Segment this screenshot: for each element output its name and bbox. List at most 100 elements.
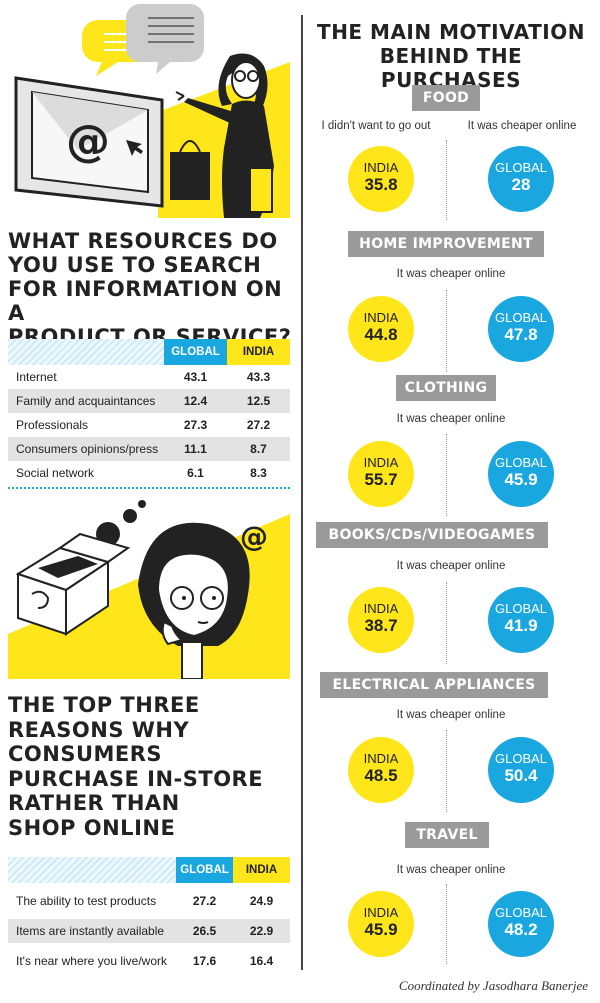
reason: It was cheaper online [396, 709, 506, 721]
table-row: The ability to test products 27.2 24.9 [8, 889, 290, 913]
category-label-clothing: CLOTHING [396, 375, 496, 401]
dotted-separator [446, 140, 447, 220]
title-line: PURCHASE IN-STORE [8, 766, 264, 791]
table-row: Internet 43.1 43.3 [8, 365, 290, 389]
dotted-separator [446, 290, 447, 372]
row-label: The ability to test products [16, 894, 157, 908]
reason: It was cheaper online [396, 560, 506, 572]
cardboard-box-icon [15, 532, 131, 636]
in-store-question-title: THE TOP THREE REASONS WHY CONSUMERS PURC… [8, 693, 298, 840]
category-label-electrical-appliances: ELECTRICAL APPLIANCES [320, 672, 548, 698]
global-value: 27.3 [183, 418, 208, 432]
category-label-food: FOOD [412, 85, 480, 111]
reason: It was cheaper online [396, 864, 506, 876]
global-label: GLOBAL [494, 905, 548, 920]
india-value-circle: INDIA 55.7 [348, 441, 414, 507]
row-label: Consumers opinions/press [8, 437, 164, 461]
row-label: Internet [16, 370, 57, 384]
thinking-woman-illustration: at-sign-icon @ [8, 500, 290, 679]
dotted-separator [446, 434, 447, 516]
india-value-circle: INDIA 48.5 [348, 737, 414, 803]
india-label: INDIA [363, 160, 399, 175]
table-row: Professionals 27.3 27.2 [8, 413, 290, 437]
india-value: 24.9 [249, 894, 274, 908]
table-row: Social network 6.1 8.3 [8, 461, 290, 485]
table-row: It's near where you live/work 17.6 16.4 [8, 949, 290, 973]
row-label: Professionals [16, 418, 89, 432]
row-label: Social network [16, 466, 95, 480]
india-label: INDIA [363, 310, 399, 325]
global-reason: It was cheaper online [467, 120, 577, 132]
table-row: Consumers opinions/press 11.1 8.7 [8, 437, 290, 461]
global-value: 41.9 [504, 616, 538, 635]
global-label: GLOBAL [494, 455, 548, 470]
india-label: INDIA [363, 905, 399, 920]
reason: It was cheaper online [396, 413, 506, 425]
title-line: YOU USE TO SEARCH [8, 253, 262, 277]
india-label: INDIA [363, 601, 399, 616]
table-header-row: GLOBAL INDIA [8, 339, 290, 365]
title-line: SHOP ONLINE [8, 815, 176, 840]
table-header-spacer [8, 339, 164, 365]
in-store-reasons-table: GLOBAL INDIA The ability to test product… [8, 857, 290, 973]
shopping-illustration: @ [14, 4, 290, 218]
india-value: 35.8 [364, 175, 398, 194]
woman-face-icon [138, 522, 250, 679]
table-bottom-rule [8, 487, 290, 489]
column-divider [301, 15, 303, 970]
table-header-spacer [8, 857, 176, 883]
category-label-travel: TRAVEL [405, 822, 489, 848]
global-value-circle: GLOBAL 47.8 [488, 296, 554, 362]
table-header-row: GLOBAL INDIA [8, 857, 290, 883]
global-value-circle: GLOBAL 45.9 [488, 441, 554, 507]
motivation-title: THE MAIN MOTIVATION BEHIND THE PURCHASES [306, 20, 596, 92]
title-line: FOR INFORMATION ON A [8, 277, 283, 325]
global-value: 50.4 [504, 766, 538, 785]
global-value-circle: GLOBAL 28 [488, 146, 554, 212]
india-value: 48.5 [364, 766, 398, 785]
india-value: 16.4 [249, 954, 274, 968]
row-label: It's near where you live/work [16, 954, 168, 968]
credit-line: Coordinated by Jasodhara Banerjee [398, 978, 588, 993]
woman-shopper-icon [170, 53, 274, 218]
india-value: 8.3 [250, 466, 267, 480]
column-header-india: INDIA [227, 339, 290, 365]
computer-monitor-icon: @ [14, 76, 164, 208]
india-value: 12.5 [227, 389, 290, 413]
category-label-home-improvement: HOME IMPROVEMENT [348, 231, 544, 257]
column-header-global: GLOBAL [176, 857, 233, 883]
india-label: INDIA [363, 751, 399, 766]
row-label: Family and acquaintances [8, 389, 164, 413]
global-value-circle: GLOBAL 48.2 [488, 891, 554, 957]
title-line: WHAT RESOURCES DO [8, 229, 278, 253]
global-value: 27.2 [192, 894, 217, 908]
table-row: Family and acquaintances 12.4 12.5 [8, 389, 290, 413]
india-value: 45.9 [364, 920, 398, 939]
column-header-india: INDIA [233, 857, 290, 883]
india-value-circle: INDIA 45.9 [348, 891, 414, 957]
svg-text:@: @ [240, 520, 268, 553]
india-value: 27.2 [246, 418, 271, 432]
india-value-circle: INDIA 44.8 [348, 296, 414, 362]
dotted-separator [446, 730, 447, 812]
dotted-separator [446, 582, 447, 664]
global-value: 17.6 [192, 954, 217, 968]
global-value-circle: GLOBAL 41.9 [488, 587, 554, 653]
india-value-circle: INDIA 35.8 [348, 146, 414, 212]
global-value: 28 [511, 175, 531, 194]
title-line: REASONS WHY [8, 717, 190, 742]
india-value: 8.7 [227, 437, 290, 461]
global-label: GLOBAL [494, 160, 548, 175]
resources-table: GLOBAL INDIA Internet 43.1 43.3 Family a… [8, 339, 290, 485]
resources-question-title: WHAT RESOURCES DO YOU USE TO SEARCH FOR … [8, 229, 298, 349]
global-value: 11.1 [164, 437, 227, 461]
global-value: 12.4 [164, 389, 227, 413]
title-line: THE TOP THREE [8, 693, 200, 717]
speech-bubble-icon [82, 4, 204, 76]
row-label: Items are instantly available [8, 919, 176, 943]
global-value: 47.8 [504, 325, 538, 344]
global-value: 6.1 [187, 466, 204, 480]
svg-text:@: @ [66, 116, 110, 167]
global-value: 45.9 [504, 470, 538, 489]
dotted-separator [446, 884, 447, 964]
